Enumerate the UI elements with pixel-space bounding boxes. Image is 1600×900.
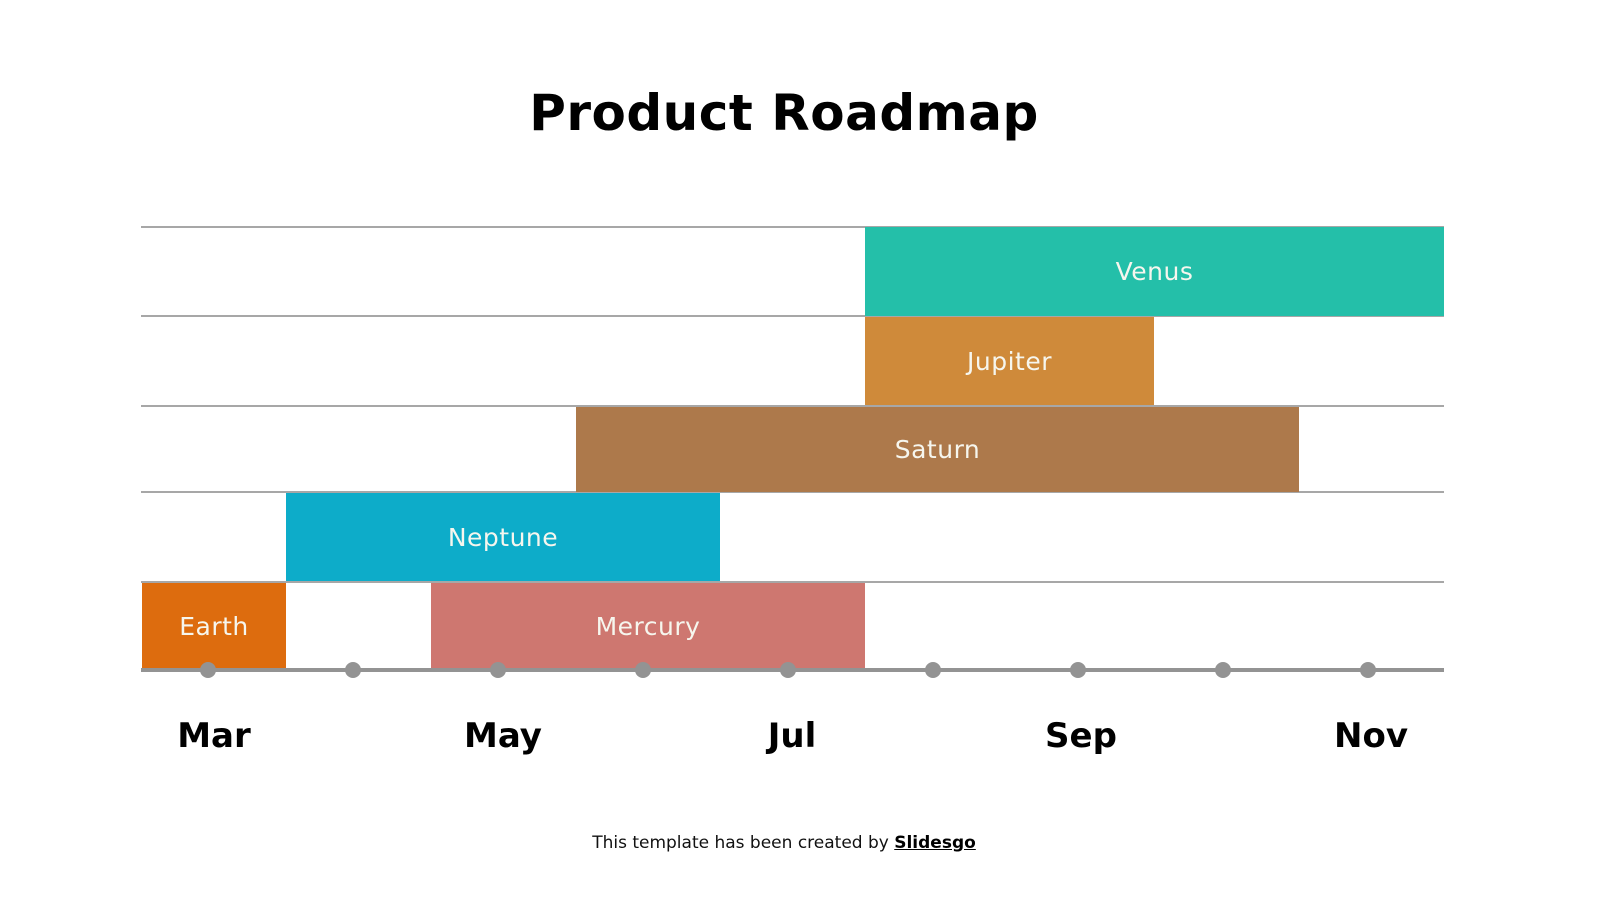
timeline-dot-icon: [1215, 662, 1231, 678]
slidesgo-link[interactable]: Slidesgo: [894, 833, 976, 853]
task-label: Earth: [179, 611, 249, 641]
timeline-dot-icon: [925, 662, 941, 678]
footer-credit: This template has been created by Slides…: [0, 833, 1568, 853]
tick-label-mar: Mar: [177, 716, 251, 756]
task-bar-saturn: Saturn: [576, 407, 1299, 492]
gridline: [141, 315, 1444, 317]
tick-label-may: May: [464, 716, 542, 756]
gridline: [141, 581, 1444, 583]
page-title: Product Roadmap: [529, 84, 1039, 142]
task-label: Neptune: [447, 522, 559, 552]
timeline-dot-icon: [1360, 662, 1376, 678]
timeline-dot-icon: [200, 662, 216, 678]
task-label: Saturn: [894, 435, 981, 464]
gridline: [141, 405, 1444, 407]
roadmap-chart: Venus Jupiter Saturn Neptune Earth Mercu…: [141, 226, 1444, 678]
timeline-dot-icon: [635, 662, 651, 678]
tick-label-sep: Sep: [1045, 716, 1117, 756]
footer-text: This template has been created by: [592, 833, 895, 853]
task-bar-mercury: Mercury: [431, 583, 865, 669]
gridline: [141, 491, 1444, 493]
task-label: Venus: [1115, 257, 1194, 286]
task-label: Jupiter: [967, 346, 1052, 376]
gridline: [141, 226, 1444, 228]
timeline-dot-icon: [780, 662, 796, 678]
task-bar-jupiter: Jupiter: [865, 317, 1154, 405]
task-label: Mercury: [595, 611, 701, 641]
task-bar-earth: Earth: [142, 583, 286, 669]
timeline-dot-icon: [345, 662, 361, 678]
timeline-dot-icon: [1070, 662, 1086, 678]
tick-label-nov: Nov: [1334, 716, 1408, 756]
task-bar-venus: Venus: [865, 227, 1444, 316]
task-bar-neptune: Neptune: [286, 493, 720, 581]
timeline-dot-icon: [490, 662, 506, 678]
tick-label-jul: Jul: [767, 716, 817, 756]
